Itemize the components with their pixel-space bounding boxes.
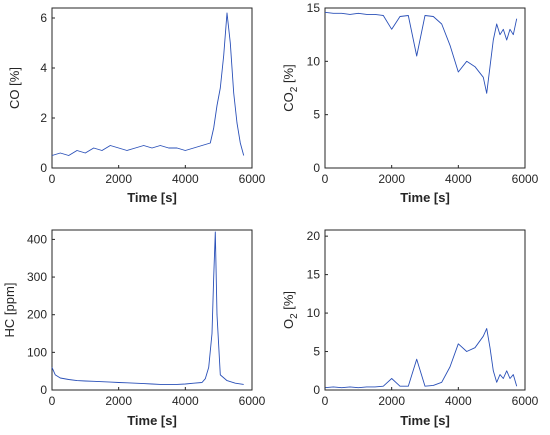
y-axis-label: CO2 [%]	[281, 64, 300, 111]
x-tick-label: 0	[49, 394, 56, 408]
y-tick-label: 20	[307, 229, 321, 243]
series-line	[324, 328, 518, 389]
x-tick-label: 0	[49, 172, 56, 186]
x-tick-label: 4000	[445, 172, 472, 186]
x-axis-label: Time [s]	[400, 190, 450, 205]
y-tick-label: 100	[27, 345, 47, 359]
x-tick-label: 2000	[105, 172, 132, 186]
y-tick-label: 400	[27, 232, 47, 246]
y-tick-label: 2	[40, 111, 47, 125]
y-tick-label: 4	[40, 61, 47, 75]
chart-o2: 0 2000 4000 6000 0 5 10 15 20 Time [s] O2 [%]	[281, 229, 539, 428]
x-tick-label: 2000	[105, 394, 132, 408]
y-tick-label: 15	[307, 1, 321, 15]
y-tick-label: 300	[27, 270, 47, 284]
plot-marks	[51, 231, 244, 385]
y-tick-label: 5	[313, 345, 320, 359]
x-tick-label: 0	[322, 394, 329, 408]
x-tick-label: 2000	[378, 172, 405, 186]
plot-frame	[324, 229, 526, 391]
y-tick-label: 0	[40, 161, 47, 175]
y-axis-label: O2 [%]	[281, 291, 300, 329]
y-tick-label: 0	[40, 383, 47, 397]
axis-ticks: 0 2000 4000 6000 0 100 200 300 400	[27, 232, 266, 408]
chart-co2: 0 2000 4000 6000 0 5 10 15 Time [s] CO2 [%]	[281, 1, 539, 205]
y-tick-label: 200	[27, 308, 47, 322]
x-tick-label: 4000	[445, 394, 472, 408]
chart-co: 0 2000 4000 6000 0 2 4 6 Time [s] CO [%]	[7, 7, 266, 205]
axis-ticks: 0 2000 4000 6000 0 2 4 6	[40, 11, 265, 186]
y-axis-label: CO [%]	[7, 67, 22, 109]
axis-ticks: 0 2000 4000 6000 0 5 10 15 20	[307, 229, 539, 408]
y-axis-label: HC [ppm]	[2, 283, 17, 338]
x-tick-label: 0	[322, 172, 329, 186]
y-tick-label: 5	[313, 108, 320, 122]
x-tick-label: 6000	[239, 394, 266, 408]
axis-ticks: 0 2000 4000 6000 0 5 10 15	[307, 1, 539, 186]
plot-marks	[324, 328, 518, 389]
x-tick-label: 2000	[378, 394, 405, 408]
plot-frame	[324, 7, 526, 169]
y-tick-label: 6	[40, 11, 47, 25]
series-line	[51, 12, 245, 156]
x-tick-label: 6000	[512, 172, 539, 186]
plot-frame	[51, 7, 253, 169]
plot-frame	[51, 229, 253, 391]
y-tick-label: 10	[307, 54, 321, 68]
x-tick-label: 4000	[172, 394, 199, 408]
x-axis-label: Time [s]	[127, 190, 177, 205]
plot-marks	[324, 11, 518, 94]
x-axis-label: Time [s]	[400, 413, 450, 428]
series-line	[324, 11, 518, 94]
x-tick-label: 6000	[239, 172, 266, 186]
x-tick-label: 6000	[512, 394, 539, 408]
x-tick-label: 4000	[172, 172, 199, 186]
y-tick-label: 0	[313, 161, 320, 175]
series-line	[51, 231, 244, 385]
y-tick-label: 0	[313, 383, 320, 397]
y-tick-label: 10	[307, 306, 321, 320]
y-tick-label: 15	[307, 268, 321, 282]
x-axis-label: Time [s]	[127, 413, 177, 428]
chart-hc: 0 2000 4000 6000 0 100 200 300 400 Time [s] HC […	[2, 229, 266, 428]
plot-marks	[51, 12, 245, 156]
